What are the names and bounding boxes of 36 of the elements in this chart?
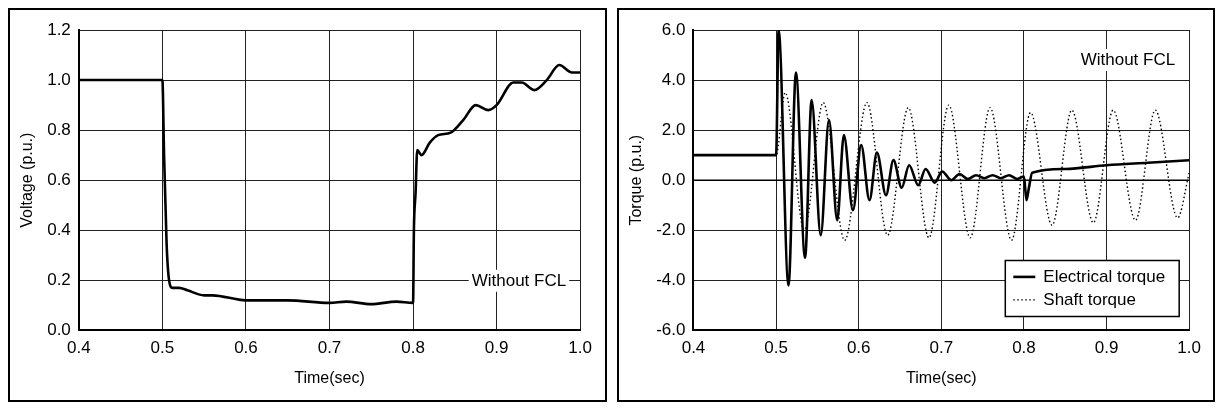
x-tick-label: 0.7: [929, 338, 953, 358]
annotation: Without FCL: [471, 270, 567, 290]
x-tick-label: 0.8: [401, 338, 425, 358]
y-tick-label: 0.8: [47, 119, 71, 139]
annotation: Without FCL: [1080, 49, 1175, 69]
x-tick-label: 1.0: [568, 338, 592, 358]
y-tick-label: 0.4: [47, 219, 71, 239]
legend-label: Shaft torque: [1042, 289, 1136, 309]
y-axis-title: Voltage (p.u.): [18, 132, 36, 228]
legend-label: Electrical torque: [1042, 266, 1165, 286]
x-tick-label: 0.5: [150, 338, 175, 358]
x-tick-label: 0.4: [67, 338, 91, 358]
y-tick-label: 1.0: [47, 69, 71, 89]
x-tick-label: 0.7: [317, 338, 342, 358]
y-tick-label: 2.0: [661, 119, 685, 139]
y-tick-label: 6.0: [661, 19, 685, 39]
x-tick-label: 0.5: [763, 338, 788, 358]
x-tick-label: 0.6: [234, 338, 258, 358]
y-tick-label: 4.0: [661, 69, 685, 89]
x-axis-title: Time(sec): [294, 368, 365, 386]
y-tick-label: 0.0: [47, 320, 71, 340]
y-tick-label: -6.0: [655, 320, 685, 340]
x-tick-label: 0.9: [484, 338, 509, 358]
y-tick-label: 0.2: [47, 270, 71, 290]
x-tick-label: 0.9: [1094, 338, 1118, 358]
x-tick-label: 0.6: [846, 338, 871, 358]
x-tick-label: 0.4: [681, 338, 705, 358]
y-axis-title: Torque (p.u.): [626, 134, 644, 226]
y-tick-label: -4.0: [655, 270, 685, 290]
y-tick-label: 0.6: [47, 169, 71, 189]
y-tick-label: 1.2: [47, 19, 71, 39]
x-tick-label: 0.8: [1011, 338, 1036, 358]
y-tick-label: 0.0: [661, 169, 685, 189]
y-tick-label: -2.0: [655, 219, 685, 239]
x-tick-label: 1.0: [1176, 338, 1201, 358]
x-axis-title: Time(sec): [905, 368, 977, 386]
